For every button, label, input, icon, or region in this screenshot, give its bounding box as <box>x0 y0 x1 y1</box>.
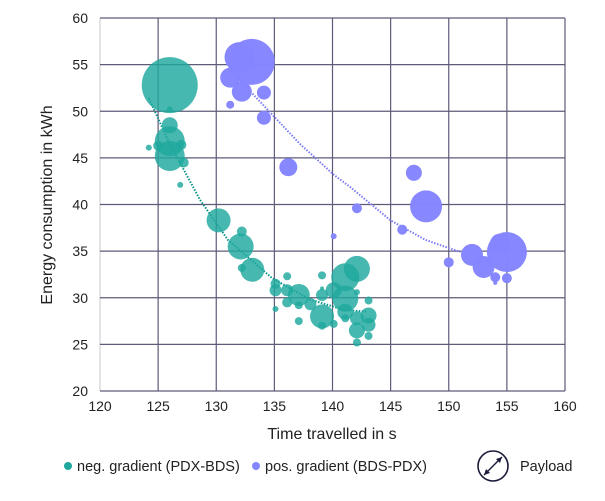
bubble-neg-gradient <box>282 297 293 308</box>
y-tick-label: 30 <box>72 290 88 306</box>
bubble-neg-gradient <box>329 319 338 328</box>
legend-marker-pos-gradient <box>252 462 260 470</box>
x-tick-label: 120 <box>88 398 112 414</box>
bubble-pos-gradient <box>443 257 454 268</box>
y-axis-ticks: 20 25 30 35 40 45 50 55 60 <box>72 10 88 399</box>
x-tick-label: 150 <box>437 398 461 414</box>
payload-size-icon <box>477 450 509 482</box>
bubble-neg-gradient <box>364 296 373 305</box>
y-tick-label: 35 <box>72 243 88 259</box>
bubble-pos-gradient <box>224 42 255 73</box>
bubble-pos-gradient <box>405 164 422 181</box>
legend-label-payload: Payload <box>520 459 572 475</box>
x-tick-label: 135 <box>263 398 287 414</box>
legend-marker-neg-gradient <box>64 462 72 470</box>
y-tick-label: 60 <box>72 10 88 26</box>
bubble-neg-gradient <box>320 286 325 291</box>
bubble-neg-gradient <box>318 321 327 330</box>
bubble-neg-gradient <box>176 139 187 150</box>
bubble-neg-gradient <box>341 314 350 323</box>
bubble-pos-gradient <box>279 158 298 177</box>
bubble-neg-gradient <box>227 233 254 260</box>
bubble-neg-gradient <box>353 289 360 296</box>
bubble-pos-gradient <box>486 232 527 273</box>
x-tick-label: 145 <box>379 398 403 414</box>
bubble-neg-gradient <box>349 311 364 326</box>
bubble-neg-gradient <box>304 298 317 311</box>
bubble-neg-gradient <box>240 257 265 282</box>
legend-label-neg-gradient: neg. gradient (PDX-BDS) <box>77 459 240 475</box>
bubble-pos-gradient <box>256 85 271 100</box>
bubbles <box>141 38 527 347</box>
bubble-neg-gradient <box>332 285 359 312</box>
bubble-neg-gradient <box>348 322 365 339</box>
y-tick-label: 25 <box>72 336 88 352</box>
y-tick-label: 50 <box>72 103 88 119</box>
bubble-neg-gradient <box>343 255 370 282</box>
bubble-neg-gradient <box>166 106 173 113</box>
x-tick-label: 155 <box>495 398 519 414</box>
x-tick-label: 125 <box>146 398 170 414</box>
bubble-pos-gradient <box>501 273 512 284</box>
bubble-neg-gradient <box>318 271 327 280</box>
bubble-neg-gradient <box>206 208 231 233</box>
y-tick-label: 45 <box>72 150 88 166</box>
bubble-neg-gradient <box>294 317 303 326</box>
bubble-pos-gradient <box>472 255 495 278</box>
bubble-neg-gradient <box>177 181 184 188</box>
x-tick-label: 160 <box>553 398 577 414</box>
x-axis-ticks: 120 125 130 135 140 145 150 155 160 <box>88 398 577 414</box>
bubble-pos-gradient <box>493 280 498 285</box>
bubble-neg-gradient <box>316 288 329 301</box>
x-tick-label: 130 <box>205 398 229 414</box>
bubble-neg-gradient <box>287 283 310 306</box>
bubble-neg-gradient <box>153 140 164 151</box>
bubble-pos-gradient <box>330 233 337 240</box>
bubble-neg-gradient <box>141 57 198 114</box>
y-axis-label: Energy consumption in kWh <box>39 105 56 304</box>
bubble-pos-gradient <box>231 81 252 102</box>
bubble-pos-gradient <box>397 224 408 235</box>
y-tick-label: 55 <box>72 57 88 73</box>
x-axis-label: Time travelled in s <box>267 426 396 443</box>
y-tick-label: 40 <box>72 197 88 213</box>
legend-label-pos-gradient: pos. gradient (BDS-PDX) <box>265 459 427 475</box>
bubble-neg-gradient <box>178 157 189 168</box>
bubble-neg-gradient <box>145 144 152 151</box>
bubble-pos-gradient <box>351 203 362 214</box>
bubble-neg-gradient <box>352 338 361 347</box>
trendline-pos-gradient <box>239 79 461 254</box>
x-tick-label: 140 <box>321 398 345 414</box>
bubble-neg-gradient <box>272 305 279 312</box>
bubble-pos-gradient <box>410 190 443 223</box>
bubble-pos-gradient <box>220 67 241 88</box>
legend: neg. gradient (PDX-BDS) pos. gradient (B… <box>64 450 572 482</box>
bubble-pos-gradient <box>256 110 271 125</box>
trendlines <box>147 79 461 313</box>
y-tick-label: 20 <box>72 383 88 399</box>
bubble-neg-gradient <box>310 304 335 329</box>
bubble-neg-gradient <box>294 301 303 310</box>
bubble-neg-gradient <box>283 272 292 281</box>
bubble-neg-gradient <box>269 284 282 297</box>
bubble-neg-gradient <box>337 303 354 320</box>
bubble-pos-gradient <box>226 100 235 109</box>
bubble-neg-gradient <box>364 331 373 340</box>
bubble-pos-gradient <box>490 272 501 283</box>
bubble-neg-gradient <box>361 317 376 332</box>
